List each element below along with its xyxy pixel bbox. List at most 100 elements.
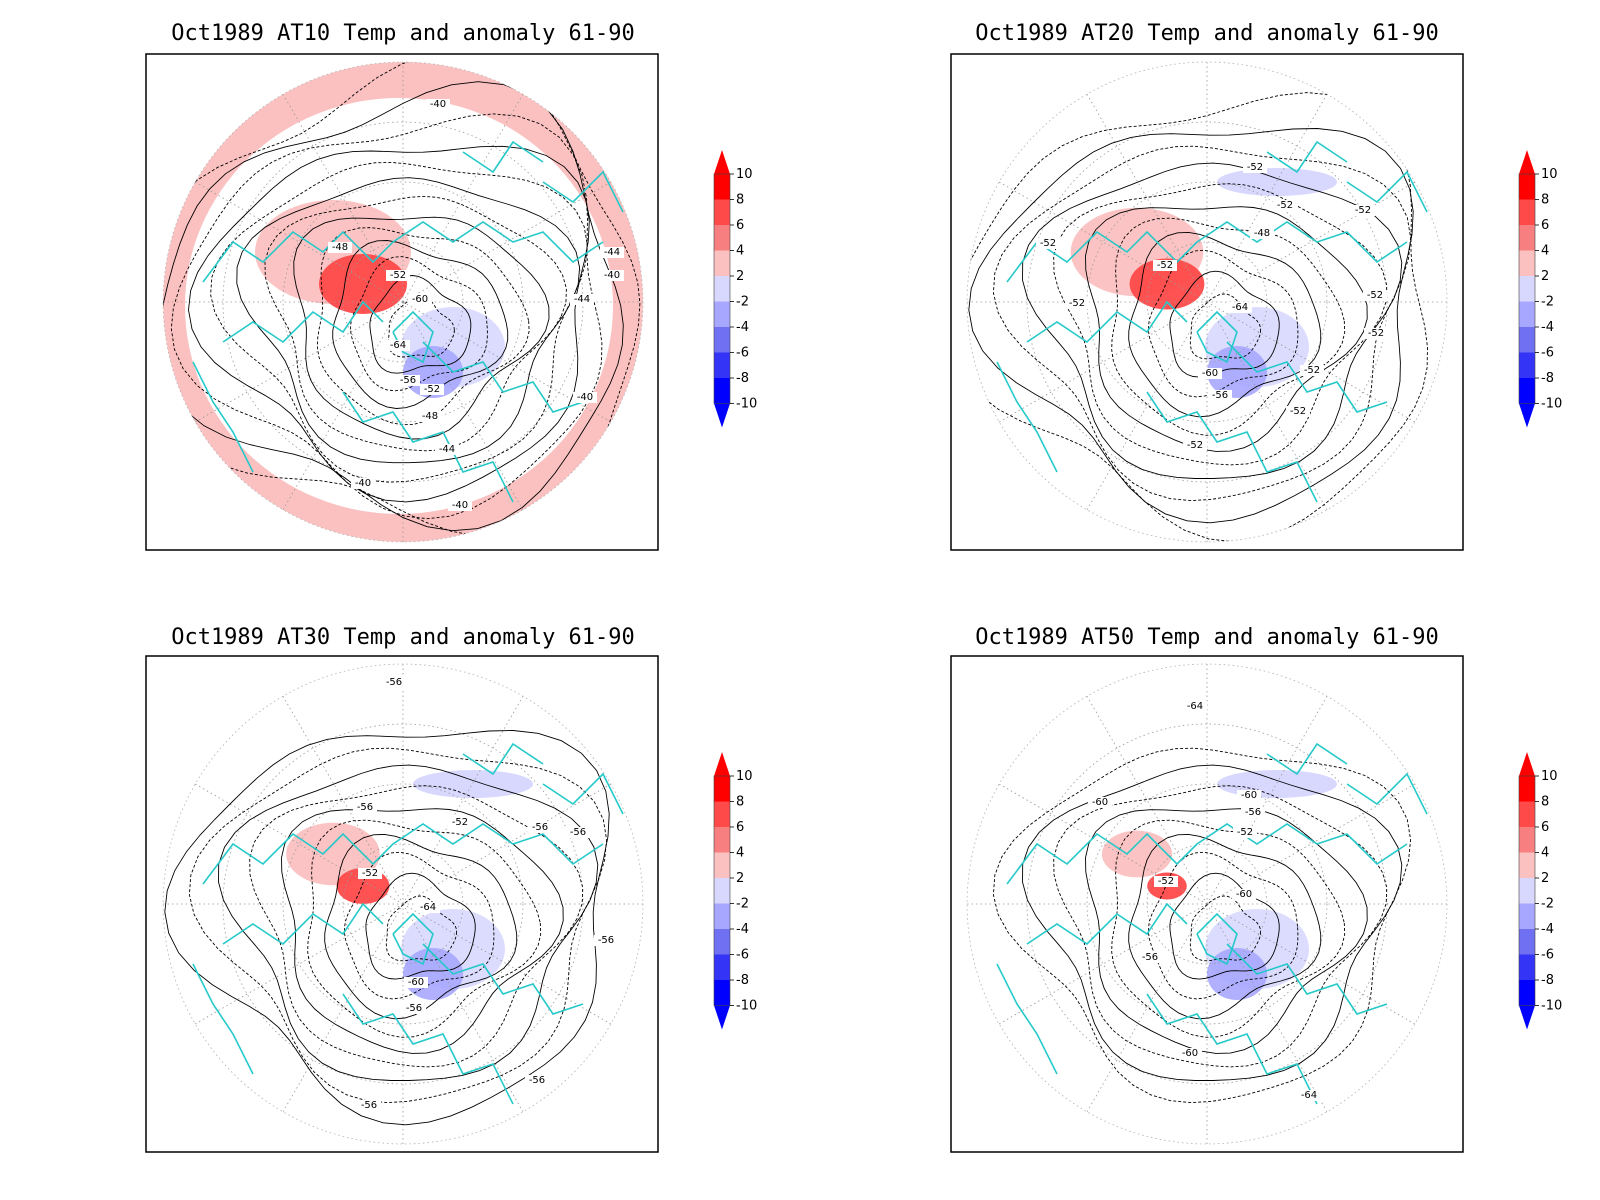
colorbar-tick-label: 8	[736, 795, 744, 810]
panel-title: Oct1989 AT10 Temp and anomaly 61-90	[171, 21, 635, 46]
colorbar-swatch	[1519, 225, 1535, 251]
colorbar: 10 8 6 4 2 -2 -4 -6 -8 -10	[713, 150, 757, 428]
temperature-contour	[992, 145, 1412, 502]
coastline	[192, 963, 254, 1075]
colorbar-tick-label: 4	[1541, 846, 1549, 861]
globe-border	[966, 61, 1448, 543]
temperature-contour	[218, 764, 599, 1081]
colorbar-swatch	[714, 801, 730, 827]
panel-at10: Oct1989 AT10 Temp and anomaly 61-90 -40 -…	[145, 21, 757, 551]
temperature-contour	[188, 747, 608, 1104]
colorbar-arrow-bottom	[714, 403, 730, 428]
temperature-contour	[332, 240, 509, 409]
contour-label: -60	[1236, 889, 1252, 900]
contour-label: -52	[1247, 162, 1263, 173]
contour-label: -52	[1040, 238, 1056, 249]
coastline	[1196, 912, 1238, 966]
temperature-contour	[1085, 206, 1368, 452]
colorbar-tick-label: -6	[736, 346, 749, 361]
temperature-contour	[967, 92, 1428, 542]
anomaly-warm-patch	[319, 254, 407, 314]
panel-at20: Oct1989 AT20 Temp and anomaly 61-90 -52 -…	[950, 21, 1562, 551]
contour-label: -48	[1254, 228, 1270, 239]
temperature-contour	[210, 161, 588, 483]
colorbar-swatch	[714, 174, 730, 200]
coastline	[1226, 341, 1388, 413]
temperature-contour	[324, 833, 518, 1020]
colorbar-swatch	[1519, 276, 1535, 302]
contour-label: -52	[1304, 365, 1320, 376]
coastline	[1006, 823, 1408, 885]
temperature-contour	[992, 747, 1412, 1104]
colorbar-swatch	[1519, 878, 1535, 904]
coastline	[192, 361, 254, 473]
coastline	[1026, 902, 1188, 946]
contour-label: -44	[604, 247, 620, 258]
contour-label: -56	[529, 1075, 545, 1086]
colorbar-tick-label: 4	[736, 846, 744, 861]
colorbar-swatch	[1519, 954, 1535, 980]
anomaly-cold-patch	[413, 770, 533, 798]
temperature-contour	[164, 730, 610, 1126]
colorbar-swatch	[714, 301, 730, 327]
contour-label: -56	[400, 375, 416, 386]
colorbar-swatch	[714, 327, 730, 353]
contour-label: -40	[452, 500, 468, 511]
colorbar-swatch	[1519, 199, 1535, 225]
contour-label: -52	[1069, 298, 1085, 309]
contour-label: -60	[1182, 1048, 1198, 1059]
contour-label: -40	[577, 392, 593, 403]
globe-disk	[967, 664, 1447, 1144]
contour-label: -40	[355, 478, 371, 489]
contour-label: -60	[1092, 797, 1108, 808]
temperature-contour	[281, 808, 564, 1054]
colorbar-tick-label: 10	[1541, 167, 1558, 182]
colorbar-swatch	[714, 954, 730, 980]
coastline	[1006, 221, 1408, 283]
colorbar-swatch	[1519, 929, 1535, 955]
globe-disk	[967, 62, 1447, 542]
coastline	[1196, 310, 1238, 364]
coastline	[1226, 943, 1388, 1015]
colorbar-swatch	[1519, 776, 1535, 802]
colorbar-tick-label: -4	[736, 922, 749, 937]
colorbar-tick-label: -2	[1541, 295, 1554, 310]
colorbar-tick-label: 6	[736, 218, 744, 233]
colorbar-tick-label: -10	[736, 397, 757, 412]
temperature-contour	[170, 113, 603, 520]
contour-label: -52	[390, 270, 406, 281]
latitude-circle	[1086, 783, 1328, 1025]
globe-disk	[163, 62, 643, 542]
colorbar-tick-label: -8	[736, 371, 749, 386]
coastline	[1346, 170, 1428, 213]
colorbar-tick-label: -10	[1541, 397, 1562, 412]
coastline	[222, 300, 384, 344]
colorbar-tick-label: 4	[736, 244, 744, 259]
panel-title: Oct1989 AT20 Temp and anomaly 61-90	[975, 21, 1439, 46]
coastline	[1346, 772, 1428, 815]
contour-label: -44	[439, 444, 455, 455]
contour-label: -52	[1237, 827, 1253, 838]
temperature-contour	[264, 195, 567, 452]
colorbar-swatch	[1519, 250, 1535, 276]
colorbar-swatch	[714, 827, 730, 853]
temperature-contour	[1085, 808, 1368, 1054]
colorbar-swatch	[1519, 174, 1535, 200]
coastline	[422, 341, 584, 413]
panel-title: Oct1989 AT50 Temp and anomaly 61-90	[975, 625, 1439, 650]
colorbar-swatch	[1519, 827, 1535, 853]
colorbar-tick-label: -2	[1541, 897, 1554, 912]
colorbar-tick-label: 8	[1541, 795, 1549, 810]
contour-label: -60	[412, 294, 428, 305]
contour-label: -52	[1158, 876, 1174, 887]
temperature-contour	[236, 177, 581, 464]
contour-label: -52	[1368, 328, 1384, 339]
colorbar-arrow-top	[714, 752, 730, 776]
globe-border	[966, 663, 1448, 1145]
temperature-contour	[1022, 764, 1403, 1081]
contour-label: -48	[422, 411, 438, 422]
coastline	[542, 772, 624, 815]
contour-label: -64	[1187, 701, 1203, 712]
colorbar-swatch	[714, 225, 730, 251]
